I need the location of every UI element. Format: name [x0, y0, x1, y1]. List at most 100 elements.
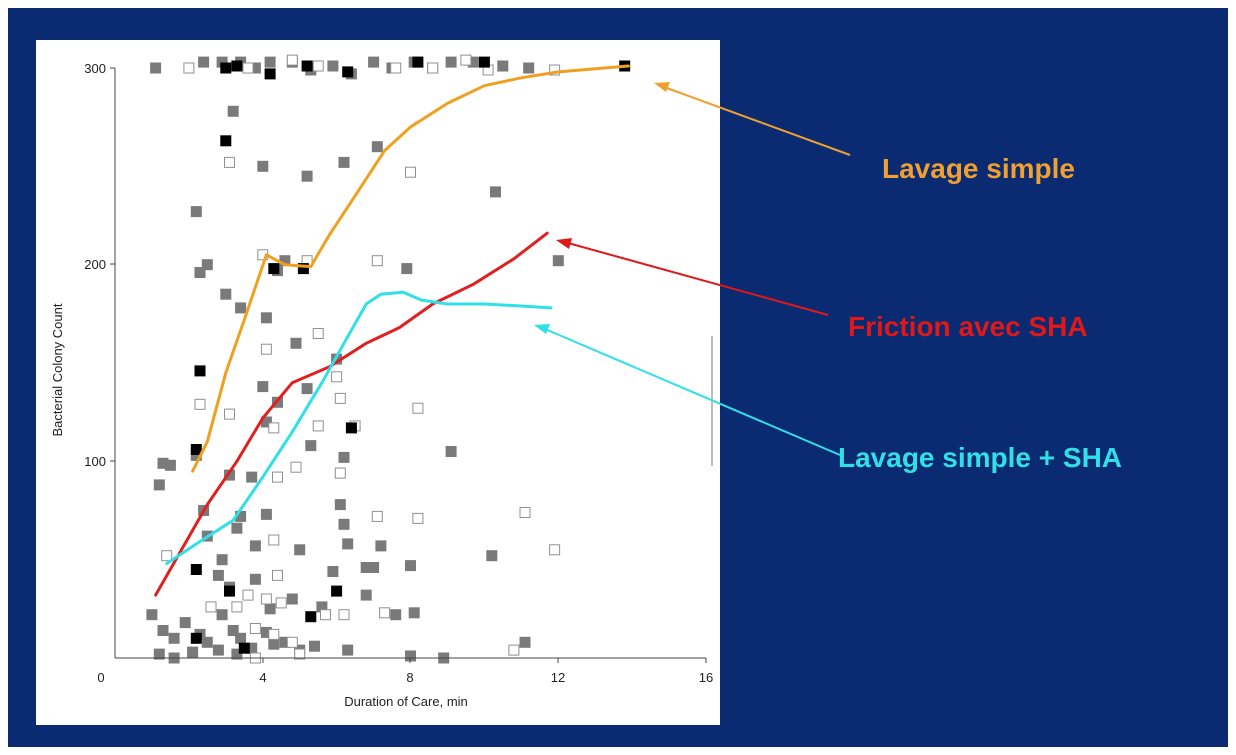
- gray-point-14: [445, 56, 457, 68]
- y-tick-label-100: 100: [84, 454, 106, 469]
- hollow-point-46: [508, 644, 520, 656]
- hollow-point-29: [412, 512, 424, 524]
- x-tick-label-0: 0: [97, 670, 104, 685]
- black-point-5: [412, 56, 424, 68]
- hollow-point-0: [183, 62, 195, 74]
- gray-point-90: [153, 648, 165, 660]
- hollow-point-39: [320, 609, 331, 621]
- arrow-lavage-simple-sha: [534, 324, 841, 456]
- gray-point-16: [497, 60, 509, 72]
- gray-point-89: [309, 640, 320, 652]
- black-point-18: [190, 632, 202, 644]
- hollow-point-3: [312, 60, 324, 72]
- x-axis-label: Duration of Care, min: [344, 694, 468, 709]
- gray-point-43: [246, 471, 258, 483]
- black-point-8: [220, 135, 232, 147]
- hollow-point-42: [249, 623, 261, 634]
- plot-panel: 100 200 300 0 4 8 12 16 Duration of Care…: [36, 40, 720, 725]
- black-point-6: [478, 56, 490, 68]
- gray-point-94: [231, 648, 243, 660]
- gray-point-10: [368, 56, 380, 68]
- gray-point-74: [408, 607, 420, 619]
- black-point-3: [301, 60, 313, 72]
- hollow-point-14: [312, 328, 324, 339]
- gray-point-56: [294, 544, 306, 556]
- trend-curve-2: [165, 290, 553, 566]
- gray-point-63: [405, 560, 416, 572]
- gray-point-92: [187, 646, 199, 658]
- gray-point-55: [260, 508, 272, 520]
- hollow-point-1: [242, 62, 254, 74]
- black-point-13: [345, 422, 357, 434]
- hollow-point-10: [405, 166, 416, 178]
- hollow-point-19: [268, 422, 280, 434]
- hollow-point-37: [231, 601, 243, 613]
- gray-point-5: [264, 56, 276, 68]
- hollow-point-26: [334, 467, 346, 479]
- gray-point-64: [486, 550, 498, 562]
- x-tick-label-4: 4: [259, 670, 266, 685]
- gray-point-1: [198, 56, 210, 68]
- y-tick-label-200: 200: [84, 257, 106, 272]
- hollow-point-28: [371, 510, 383, 522]
- black-point-16: [305, 611, 317, 623]
- hollow-point-36: [205, 601, 217, 613]
- gray-point-98: [519, 636, 531, 648]
- gray-point-8: [327, 60, 339, 72]
- black-point-0: [220, 62, 232, 74]
- gray-point-57: [334, 499, 346, 511]
- gray-point-19: [257, 160, 269, 172]
- hollow-point-27: [412, 402, 424, 414]
- gray-point-51: [231, 522, 243, 534]
- hollow-point-31: [549, 544, 561, 556]
- gray-point-54: [249, 540, 261, 552]
- gray-point-17: [523, 62, 535, 74]
- gray-point-20: [301, 170, 313, 182]
- hollow-point-40: [338, 609, 350, 621]
- gray-point-69: [286, 593, 298, 605]
- hollow-point-32: [268, 534, 280, 546]
- gray-point-36: [301, 383, 313, 395]
- gray-point-84: [227, 625, 239, 636]
- black-point-2: [264, 68, 276, 80]
- gray-point-77: [146, 609, 158, 621]
- gray-point-79: [168, 632, 180, 644]
- hollow-point-17: [224, 408, 235, 420]
- gray-point-52: [216, 554, 228, 566]
- black-point-10: [297, 263, 309, 275]
- hollow-point-21: [334, 392, 346, 404]
- black-point-17: [331, 585, 343, 597]
- hollow-point-6: [460, 54, 472, 66]
- trend-curve-0: [191, 64, 630, 473]
- gray-point-18: [227, 105, 239, 117]
- gray-point-71: [327, 566, 339, 577]
- hollow-point-13: [371, 255, 383, 267]
- hollow-point-4: [390, 62, 402, 74]
- gray-point-44: [257, 381, 269, 393]
- black-point-19: [238, 642, 250, 654]
- gray-point-61: [368, 562, 380, 573]
- gray-point-40: [338, 451, 350, 463]
- gray-point-24: [190, 206, 202, 218]
- gray-point-29: [401, 263, 413, 275]
- hollow-point-44: [286, 636, 298, 648]
- gray-point-65: [212, 569, 224, 581]
- gray-point-58: [338, 518, 350, 530]
- hollow-point-9: [224, 156, 235, 168]
- gray-point-59: [342, 538, 354, 550]
- black-point-1: [231, 60, 243, 72]
- hollow-point-41: [379, 607, 391, 619]
- hollow-point-23: [161, 550, 173, 562]
- gray-point-80: [179, 617, 191, 629]
- y-axis-label: Bacterial Colony Count: [50, 303, 65, 436]
- gray-point-35: [290, 337, 302, 349]
- label-lavage-simple: Lavage simple: [882, 153, 1075, 184]
- gray-point-26: [194, 267, 206, 278]
- x-tick-label-16: 16: [699, 670, 713, 685]
- gray-point-93: [212, 644, 224, 656]
- black-point-12: [190, 444, 202, 455]
- hollow-point-38: [242, 589, 254, 601]
- gray-point-23: [490, 186, 501, 198]
